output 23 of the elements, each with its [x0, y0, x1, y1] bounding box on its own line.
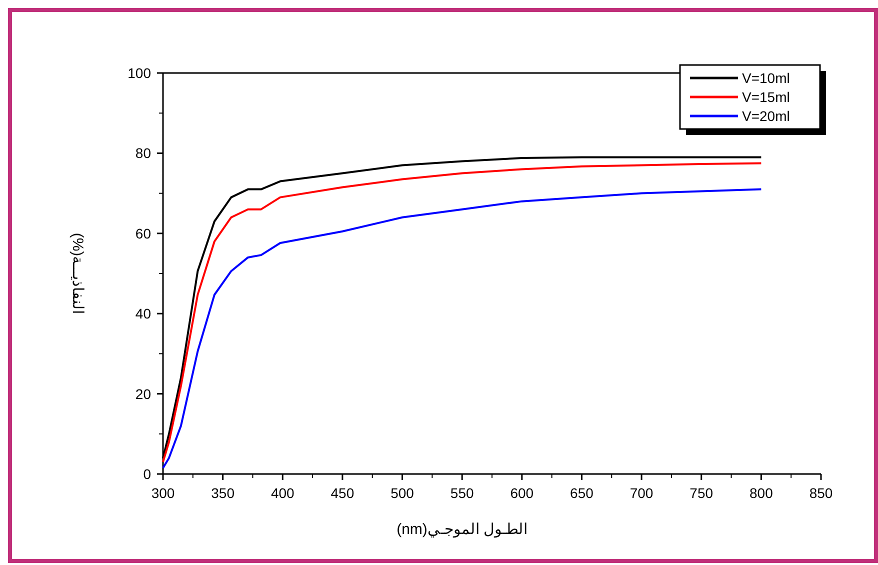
y-tick-label: 40 [135, 306, 152, 322]
x-tick-label: 700 [630, 485, 654, 501]
legend-label: V=10ml [742, 70, 790, 86]
y-tick-label: 0 [143, 466, 152, 482]
x-tick-label: 650 [570, 485, 594, 501]
x-tick-label: 450 [330, 485, 354, 501]
x-tick-label: 600 [510, 485, 534, 501]
y-axis-title: النفاذيـــة(%) [69, 232, 86, 314]
y-tick-label: 100 [128, 65, 152, 81]
y-tick-label: 20 [135, 386, 152, 402]
legend-label: V=20ml [742, 108, 790, 124]
x-tick-label: 500 [390, 485, 414, 501]
x-tick-label: 850 [809, 485, 833, 501]
y-tick-label: 60 [135, 225, 152, 242]
x-tick-label: 300 [151, 485, 175, 501]
x-axis-title: الطـول الموجـي(nm) [396, 521, 528, 538]
x-tick-label: 750 [690, 485, 714, 501]
x-tick-label: 800 [750, 485, 774, 501]
x-tick-label: 350 [211, 485, 235, 501]
x-tick-label: 550 [450, 485, 474, 501]
legend-label: V=15ml [742, 89, 790, 105]
x-tick-label: 400 [270, 485, 295, 501]
y-tick-label: 80 [135, 145, 152, 162]
